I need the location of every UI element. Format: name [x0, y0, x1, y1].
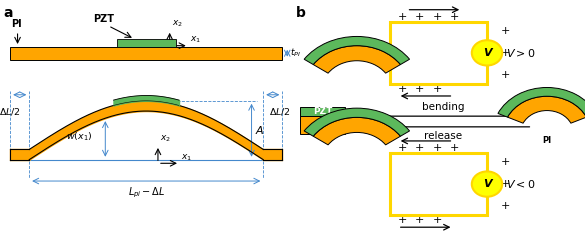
Circle shape — [472, 172, 503, 197]
Text: +: + — [450, 143, 460, 153]
Text: b: b — [295, 6, 305, 20]
Text: +: + — [397, 215, 407, 226]
Text: PI: PI — [11, 19, 22, 29]
Bar — [391, 22, 487, 84]
Text: PI: PI — [542, 136, 552, 146]
Bar — [10, 47, 283, 60]
Text: $w(x_1)$: $w(x_1)$ — [66, 130, 92, 143]
Text: +: + — [500, 26, 510, 36]
Text: +: + — [415, 84, 425, 94]
Text: +: + — [500, 157, 510, 167]
Text: $x_2$: $x_2$ — [172, 19, 183, 29]
Text: +: + — [397, 84, 407, 94]
Text: +: + — [500, 69, 510, 79]
Text: PZT: PZT — [538, 119, 556, 129]
Text: $V < 0$: $V < 0$ — [506, 178, 536, 190]
Text: +: + — [500, 48, 510, 58]
Text: PZT: PZT — [94, 14, 114, 24]
Text: PI: PI — [317, 121, 328, 130]
Wedge shape — [313, 117, 401, 145]
Bar — [300, 107, 345, 116]
Wedge shape — [313, 46, 401, 73]
Text: V: V — [483, 48, 491, 58]
Wedge shape — [498, 87, 585, 117]
Wedge shape — [508, 96, 585, 123]
Text: +: + — [432, 84, 442, 94]
Text: $\Delta L/2$: $\Delta L/2$ — [0, 106, 20, 117]
Text: +: + — [450, 11, 460, 22]
Wedge shape — [304, 36, 409, 65]
Text: $\Delta L/2$: $\Delta L/2$ — [269, 106, 291, 117]
Text: $L_{pi} - \Delta L$: $L_{pi} - \Delta L$ — [128, 185, 165, 200]
Text: +: + — [415, 143, 425, 153]
Text: V: V — [483, 179, 491, 189]
Text: release: release — [424, 131, 462, 141]
Text: +: + — [415, 11, 425, 22]
Bar — [117, 39, 176, 47]
Bar — [391, 153, 487, 215]
Text: +: + — [432, 215, 442, 226]
Text: bending: bending — [422, 102, 464, 112]
Text: +: + — [432, 11, 442, 22]
Wedge shape — [304, 108, 409, 136]
Text: +: + — [397, 143, 407, 153]
Text: PZT: PZT — [312, 107, 332, 116]
Text: +: + — [415, 215, 425, 226]
Text: $t_{PI}$: $t_{PI}$ — [290, 47, 301, 60]
Text: a: a — [3, 6, 12, 20]
Text: $x_2$: $x_2$ — [160, 134, 171, 144]
Circle shape — [472, 40, 503, 66]
Text: +: + — [500, 201, 510, 211]
Text: +: + — [432, 143, 442, 153]
Text: +: + — [397, 11, 407, 22]
Text: $x_1$: $x_1$ — [190, 35, 201, 45]
Text: $V > 0$: $V > 0$ — [506, 47, 536, 59]
Text: $x_1$: $x_1$ — [181, 152, 192, 163]
Text: $A$: $A$ — [255, 124, 264, 136]
Text: +: + — [500, 179, 510, 189]
Bar — [300, 116, 345, 134]
